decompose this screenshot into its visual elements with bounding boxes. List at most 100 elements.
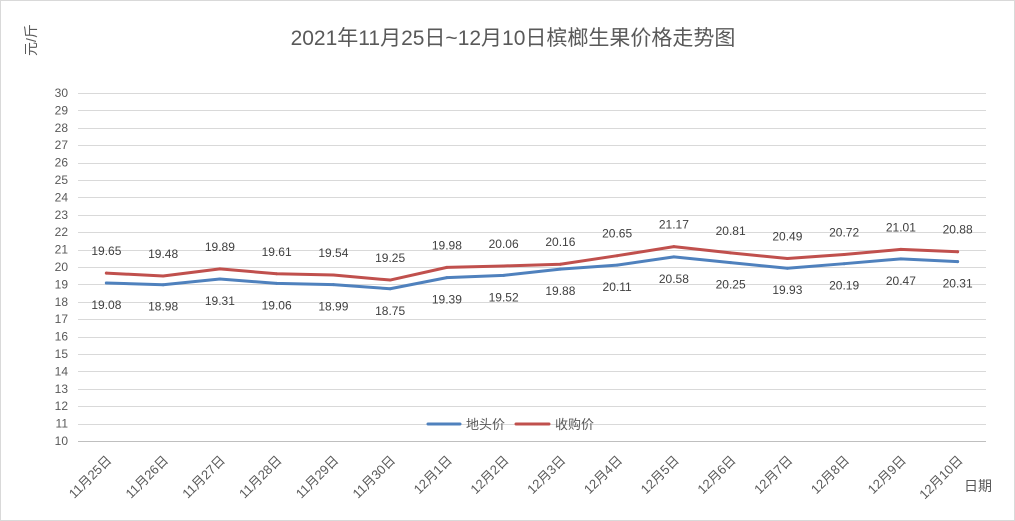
data-point bbox=[785, 266, 789, 270]
chart-title: 2021年11月25日~12月10日槟榔生果价格走势图 bbox=[291, 27, 736, 50]
y-tick-label: 19 bbox=[55, 277, 69, 291]
y-tick-label: 17 bbox=[55, 312, 69, 326]
data-labels: 19.08 18.98 19.31 19.06 18.99 18.75 19.39 19.52… bbox=[91, 218, 973, 318]
data-label: 20.06 bbox=[489, 237, 519, 251]
y-tick-label: 25 bbox=[55, 173, 69, 187]
y-tick-label: 22 bbox=[55, 225, 69, 239]
data-point bbox=[445, 276, 449, 280]
y-tick-label: 27 bbox=[55, 138, 69, 152]
data-label: 19.31 bbox=[205, 294, 235, 308]
data-point bbox=[218, 277, 222, 281]
y-tick-label: 24 bbox=[55, 190, 69, 204]
data-point bbox=[729, 251, 733, 255]
data-label: 19.48 bbox=[148, 247, 178, 261]
data-label: 19.25 bbox=[375, 251, 405, 265]
legend-item: 地头价 bbox=[426, 417, 505, 432]
data-label: 19.08 bbox=[91, 298, 121, 312]
y-axis-title: 元/斤 bbox=[23, 24, 39, 56]
data-label: 20.65 bbox=[602, 227, 632, 241]
legend-label: 地头价 bbox=[466, 417, 505, 432]
data-label: 19.52 bbox=[489, 290, 519, 304]
y-axis-tick-labels: 10 11 12 13 14 15 16 17 18 19 20 21 22 23 24 25 26 27 28 29… bbox=[55, 86, 69, 448]
y-tick-label: 18 bbox=[55, 295, 69, 309]
data-label: 20.58 bbox=[659, 272, 689, 286]
data-point bbox=[672, 245, 676, 249]
data-label: 19.65 bbox=[91, 244, 121, 258]
y-tick-label: 28 bbox=[55, 121, 69, 135]
y-tick-label: 29 bbox=[55, 103, 69, 117]
data-point bbox=[558, 262, 562, 266]
data-point bbox=[842, 262, 846, 266]
y-tick-label: 11 bbox=[56, 417, 69, 431]
data-point bbox=[615, 254, 619, 258]
data-label: 18.99 bbox=[318, 300, 348, 314]
data-label: 20.49 bbox=[772, 229, 802, 243]
data-label: 19.93 bbox=[772, 283, 802, 297]
y-tick-label: 13 bbox=[55, 382, 69, 396]
legend-label: 收购价 bbox=[555, 417, 594, 432]
y-tick-label: 10 bbox=[55, 434, 69, 448]
data-label: 18.75 bbox=[375, 304, 405, 318]
data-point bbox=[502, 264, 506, 268]
data-point bbox=[331, 273, 335, 277]
data-label: 20.81 bbox=[716, 224, 746, 238]
data-label: 20.31 bbox=[943, 277, 973, 291]
data-point bbox=[275, 281, 279, 285]
data-label: 20.19 bbox=[829, 279, 859, 293]
series-line bbox=[104, 245, 960, 282]
data-label: 20.25 bbox=[716, 278, 746, 292]
data-point bbox=[899, 257, 903, 261]
data-point bbox=[275, 272, 279, 276]
data-point bbox=[558, 267, 562, 271]
data-label: 20.47 bbox=[886, 274, 916, 288]
data-point bbox=[104, 281, 108, 285]
data-point bbox=[161, 274, 165, 278]
data-point bbox=[899, 247, 903, 251]
y-tick-label: 26 bbox=[55, 156, 69, 170]
data-point bbox=[729, 261, 733, 265]
data-label: 20.88 bbox=[943, 223, 973, 237]
y-tick-label: 16 bbox=[55, 330, 69, 344]
gridlines bbox=[78, 93, 986, 442]
series-line bbox=[104, 255, 960, 291]
data-label: 20.72 bbox=[829, 225, 859, 239]
data-point bbox=[161, 283, 165, 287]
data-point bbox=[956, 250, 960, 254]
data-point bbox=[218, 267, 222, 271]
data-point bbox=[956, 260, 960, 264]
y-tick-label: 20 bbox=[55, 260, 69, 274]
legend: 地头价 收购价 bbox=[426, 417, 594, 432]
y-tick-label: 30 bbox=[55, 86, 69, 100]
x-axis-title: 日期 bbox=[964, 478, 992, 494]
data-point bbox=[502, 273, 506, 277]
data-point bbox=[388, 287, 392, 291]
data-label: 19.06 bbox=[262, 298, 292, 312]
series-lines bbox=[104, 245, 960, 291]
data-label: 19.61 bbox=[262, 245, 292, 259]
legend-item: 收购价 bbox=[514, 417, 594, 432]
data-point bbox=[842, 252, 846, 256]
data-label: 19.39 bbox=[432, 293, 462, 307]
data-point bbox=[331, 283, 335, 287]
data-label: 21.17 bbox=[659, 218, 689, 232]
data-label: 20.16 bbox=[545, 235, 575, 249]
y-tick-label: 23 bbox=[55, 208, 69, 222]
data-point bbox=[615, 263, 619, 267]
y-tick-label: 12 bbox=[55, 399, 69, 413]
y-tick-label: 21 bbox=[55, 243, 69, 257]
data-point bbox=[672, 255, 676, 259]
data-label: 19.54 bbox=[318, 246, 348, 260]
data-point bbox=[104, 271, 108, 275]
data-label: 20.11 bbox=[603, 280, 632, 294]
data-point bbox=[445, 265, 449, 269]
data-label: 19.89 bbox=[205, 240, 235, 254]
data-label: 21.01 bbox=[886, 220, 916, 234]
data-point bbox=[388, 278, 392, 282]
y-tick-label: 14 bbox=[55, 364, 69, 378]
y-tick-label: 15 bbox=[55, 347, 69, 361]
data-point bbox=[785, 256, 789, 260]
data-label: 19.88 bbox=[545, 284, 575, 298]
data-label: 19.98 bbox=[432, 238, 462, 252]
